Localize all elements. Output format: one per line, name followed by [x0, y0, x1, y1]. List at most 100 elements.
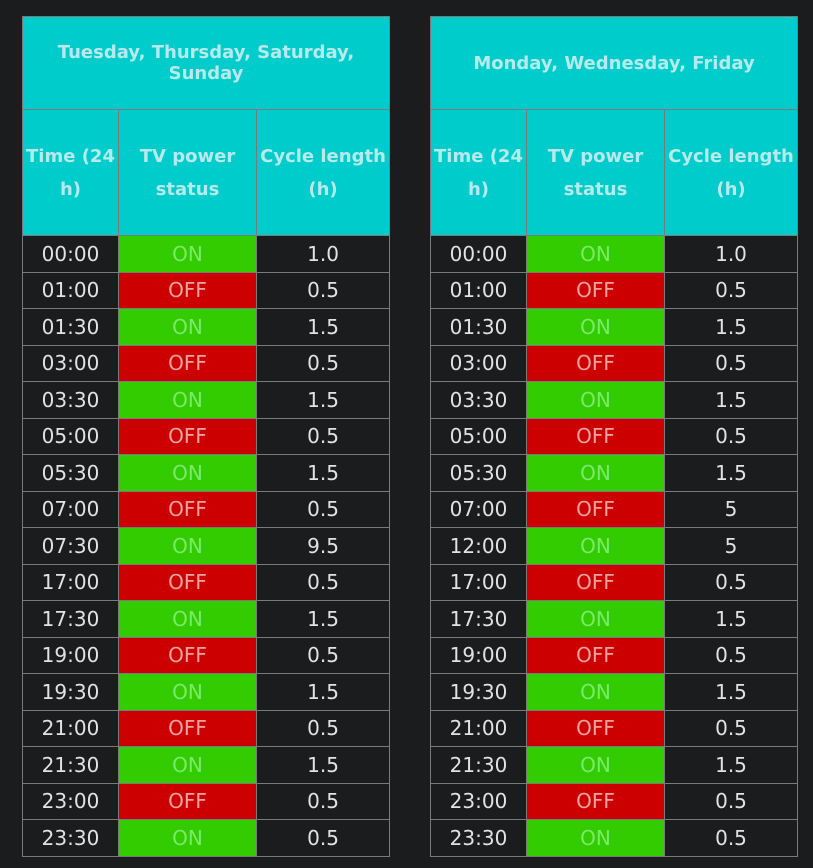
cycle-length-cell: 1.5 [664, 600, 798, 638]
table-row: 23:00 OFF 0.5 [430, 782, 798, 820]
time-cell: 19:00 [430, 636, 527, 674]
cycle-length-cell: 1.5 [664, 381, 798, 419]
time-cell: 03:30 [430, 381, 527, 419]
cycle-length-cell: 0.5 [664, 782, 798, 820]
time-cell: 21:30 [430, 746, 527, 784]
table-row: 01:30 ON 1.5 [22, 308, 391, 346]
power-status-cell: ON [118, 673, 257, 711]
time-cell: 03:30 [22, 381, 119, 419]
table-row: 19:30 ON 1.5 [22, 673, 391, 711]
cycle-length-cell: 5 [664, 490, 798, 528]
power-status-cell: ON [118, 746, 257, 784]
column-header-cycle: Cycle length (h) [664, 109, 798, 236]
time-cell: 07:00 [430, 490, 527, 528]
power-status-cell: ON [118, 600, 257, 638]
time-cell: 07:30 [22, 527, 119, 565]
cycle-length-cell: 0.5 [255, 490, 391, 528]
power-status-cell: ON [526, 308, 665, 346]
cycle-length-cell: 1.5 [664, 308, 798, 346]
power-status-cell: ON [118, 454, 257, 492]
time-cell: 23:30 [22, 819, 119, 857]
table-body: 00:00 ON 1.0 01:00 OFF 0.5 01:30 ON 1.5 03:00 OFF 0… [22, 235, 391, 857]
table-row: 00:00 ON 1.0 [430, 235, 798, 273]
cycle-length-cell: 0.5 [255, 819, 391, 857]
cycle-length-cell: 1.5 [255, 673, 391, 711]
cycle-length-cell: 0.5 [255, 636, 391, 674]
power-status-cell: OFF [118, 709, 257, 747]
table-row: 23:30 ON 0.5 [22, 819, 391, 857]
cycle-length-cell: 0.5 [664, 271, 798, 309]
table-row: 17:30 ON 1.5 [22, 600, 391, 638]
power-status-cell: OFF [118, 344, 257, 382]
cycle-length-cell: 1.5 [255, 308, 391, 346]
schedule-table-weekend-group: Tuesday, Thursday, Saturday, Sunday Time… [21, 16, 391, 857]
table-row: 07:00 OFF 5 [430, 490, 798, 528]
cycle-length-cell: 0.5 [664, 819, 798, 857]
time-cell: 23:30 [430, 819, 527, 857]
cycle-length-cell: 0.5 [664, 563, 798, 601]
table-row: 21:30 ON 1.5 [22, 746, 391, 784]
cycle-length-cell: 1.5 [255, 454, 391, 492]
power-status-cell: ON [526, 235, 665, 273]
power-status-cell: OFF [526, 271, 665, 309]
power-status-cell: ON [526, 819, 665, 857]
table-row: 07:30 ON 9.5 [22, 527, 391, 565]
cycle-length-cell: 1.5 [664, 454, 798, 492]
power-status-cell: OFF [118, 563, 257, 601]
power-status-cell: ON [118, 235, 257, 273]
time-cell: 01:00 [22, 271, 119, 309]
time-cell: 05:30 [430, 454, 527, 492]
cycle-length-cell: 0.5 [255, 563, 391, 601]
table-row: 19:00 OFF 0.5 [22, 636, 391, 674]
time-cell: 17:00 [22, 563, 119, 601]
cycle-length-cell: 1.5 [255, 381, 391, 419]
table-row: 21:00 OFF 0.5 [430, 709, 798, 747]
cycle-length-cell: 0.5 [255, 782, 391, 820]
schedule-table-weekday-group: Monday, Wednesday, Friday Time (24 h) TV… [430, 16, 798, 857]
time-cell: 12:00 [430, 527, 527, 565]
time-cell: 07:00 [22, 490, 119, 528]
cycle-length-cell: 0.5 [664, 709, 798, 747]
table-row: 19:00 OFF 0.5 [430, 636, 798, 674]
cycle-length-cell: 0.5 [664, 417, 798, 455]
table-row: 23:30 ON 0.5 [430, 819, 798, 857]
table-row: 03:30 ON 1.5 [22, 381, 391, 419]
table-row: 05:00 OFF 0.5 [430, 417, 798, 455]
power-status-cell: ON [526, 673, 665, 711]
table-row: 03:00 OFF 0.5 [22, 344, 391, 382]
power-status-cell: OFF [526, 563, 665, 601]
power-status-cell: ON [118, 527, 257, 565]
time-cell: 05:30 [22, 454, 119, 492]
time-cell: 05:00 [430, 417, 527, 455]
power-status-cell: ON [526, 600, 665, 638]
power-status-cell: ON [526, 746, 665, 784]
column-header-time: Time (24 h) [430, 109, 527, 236]
power-status-cell: OFF [118, 271, 257, 309]
time-cell: 00:00 [430, 235, 527, 273]
cycle-length-cell: 9.5 [255, 527, 391, 565]
power-status-cell: OFF [526, 636, 665, 674]
time-cell: 17:30 [430, 600, 527, 638]
time-cell: 00:00 [22, 235, 119, 273]
table-row: 07:00 OFF 0.5 [22, 490, 391, 528]
table-row: 21:30 ON 1.5 [430, 746, 798, 784]
power-status-cell: ON [118, 819, 257, 857]
time-cell: 19:00 [22, 636, 119, 674]
time-cell: 01:30 [22, 308, 119, 346]
power-status-cell: ON [118, 381, 257, 419]
cycle-length-cell: 1.5 [255, 746, 391, 784]
power-status-cell: OFF [526, 490, 665, 528]
time-cell: 21:00 [430, 709, 527, 747]
cycle-length-cell: 0.5 [255, 417, 391, 455]
column-header-cycle: Cycle length (h) [255, 109, 391, 236]
cycle-length-cell: 1.0 [664, 235, 798, 273]
table-row: 01:30 ON 1.5 [430, 308, 798, 346]
cycle-length-cell: 0.5 [255, 271, 391, 309]
table-row: 17:00 OFF 0.5 [430, 563, 798, 601]
power-status-cell: OFF [526, 344, 665, 382]
time-cell: 05:00 [22, 417, 119, 455]
cycle-length-cell: 0.5 [255, 344, 391, 382]
table-group-title: Tuesday, Thursday, Saturday, Sunday [21, 16, 391, 110]
column-header-status: TV power status [526, 109, 665, 236]
table-row: 03:30 ON 1.5 [430, 381, 798, 419]
